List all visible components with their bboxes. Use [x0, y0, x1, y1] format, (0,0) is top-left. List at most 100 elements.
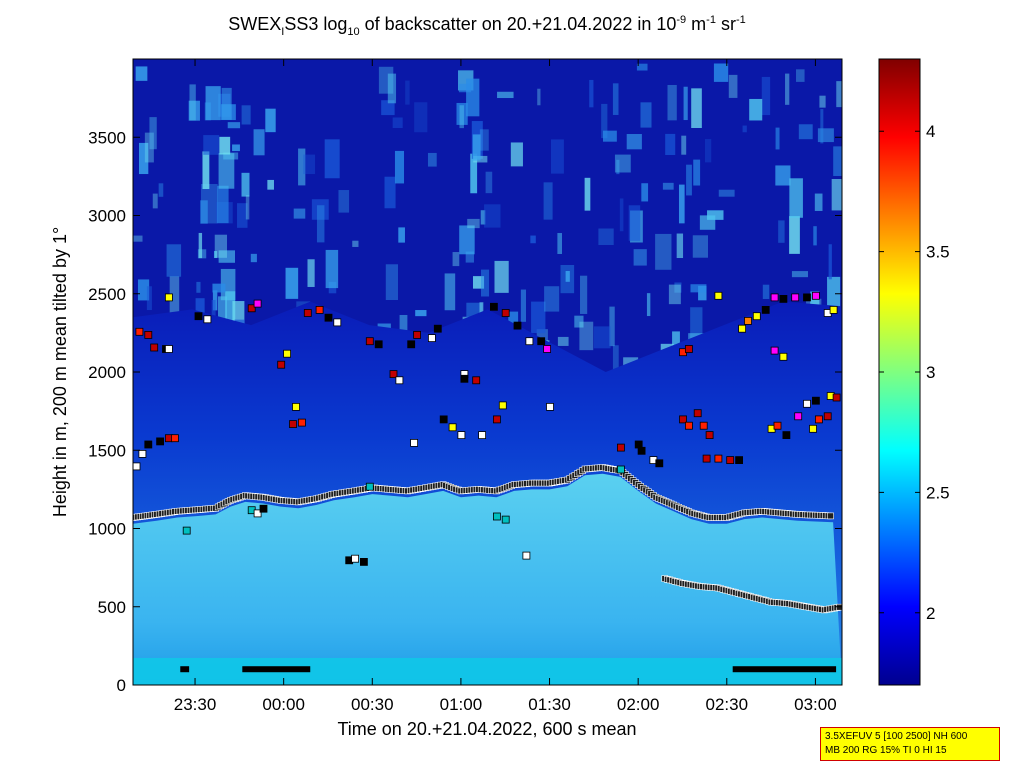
- surface-marker-bar: [242, 666, 311, 673]
- surface-markers: [180, 666, 837, 673]
- colorbar-ticks: 2 2.5 3 3.5 4: [879, 122, 950, 623]
- cloud-patch: [796, 69, 805, 82]
- cloud-patch: [221, 87, 232, 120]
- y-tick-label: 2500: [88, 285, 126, 304]
- cloud-patch: [543, 182, 553, 220]
- cloud-patch: [241, 172, 250, 197]
- cloud-patch: [646, 293, 651, 317]
- aerosol-layer-point: [315, 305, 324, 314]
- cloud-patch: [338, 190, 350, 213]
- cloud-patch: [214, 234, 228, 258]
- cloud-patch: [298, 148, 306, 186]
- cloud-patch: [749, 98, 763, 121]
- cloud-patch: [683, 86, 688, 121]
- cloud-patch: [399, 314, 408, 335]
- cloud-patch: [135, 66, 148, 81]
- aerosol-layer-point: [791, 293, 800, 302]
- heatmap-area: [133, 59, 842, 685]
- aerosol-layer-point: [359, 558, 368, 566]
- cloud-patch: [188, 100, 200, 121]
- x-tick-label: 02:00: [617, 695, 660, 714]
- cloud-patch: [394, 150, 405, 184]
- aerosol-layer-point: [501, 309, 510, 317]
- cloud-patch: [678, 184, 685, 224]
- cloud-patch: [789, 178, 803, 218]
- cloud-patch: [789, 216, 800, 254]
- cloud-patch: [458, 83, 472, 93]
- cloud-patch: [699, 215, 716, 230]
- cloud-patch: [485, 171, 493, 194]
- cloud-patch: [544, 286, 560, 312]
- cloud-patch: [311, 199, 329, 220]
- cloud-patch: [619, 198, 624, 232]
- aerosol-layer-point: [138, 449, 147, 458]
- cloud-patch: [641, 183, 649, 202]
- cloud-patch: [612, 345, 619, 370]
- x-tick-label: 00:30: [351, 695, 394, 714]
- cloud-patch: [237, 203, 248, 228]
- cloud-patch: [459, 105, 464, 129]
- cloud-patch: [484, 204, 501, 228]
- cloud-patch: [814, 193, 823, 211]
- cloud-patch: [324, 139, 340, 179]
- surface-marker-bar: [180, 666, 190, 673]
- cloud-patch: [253, 129, 265, 156]
- cloud-patch: [398, 227, 405, 243]
- cloud-patch: [219, 136, 231, 155]
- cloud-patch: [836, 81, 842, 108]
- cloud-patch: [579, 321, 594, 351]
- colorbar-tick-label: 3: [926, 363, 935, 382]
- cloud-patch: [387, 73, 397, 104]
- cloud-patch: [414, 102, 428, 133]
- aerosol-layer-point: [794, 412, 803, 421]
- cloud-patch: [775, 165, 791, 186]
- settings-line-1: 3.5XEFUV 5 [100 2500] NH 600: [825, 731, 968, 742]
- aerosol-layer-point: [537, 337, 546, 346]
- aerosol-layer-point: [714, 291, 723, 300]
- cloud-patch: [285, 267, 299, 299]
- aerosol-layer-point: [501, 515, 510, 524]
- cloud-patch: [557, 336, 569, 346]
- cloud-patch: [827, 276, 841, 314]
- cloud-patch: [202, 151, 210, 190]
- aerosol-layer-point: [823, 412, 832, 421]
- cloud-patch: [303, 154, 316, 175]
- y-tick-label: 0: [117, 676, 126, 695]
- title-part-d: m: [686, 14, 706, 34]
- aerosol-layer-point: [164, 293, 173, 302]
- colorbar-tick-label: 3.5: [926, 243, 950, 262]
- cloud-patch: [584, 177, 591, 211]
- aerosol-layer-point: [333, 318, 342, 327]
- cloud-patch: [676, 233, 684, 259]
- aerosol-layer-point: [253, 299, 262, 308]
- aerosol-layer-point: [182, 526, 191, 535]
- cloud-patch: [144, 132, 154, 163]
- aerosol-layer-point: [448, 423, 457, 432]
- cloud-patch: [241, 105, 251, 125]
- aerosol-layer-point: [156, 437, 165, 446]
- cloud-patch: [580, 275, 588, 314]
- aerosol-layer-point: [365, 337, 374, 346]
- aerosol-layer-point: [395, 376, 404, 385]
- cloud-patch: [133, 235, 143, 242]
- colorbar: [878, 58, 921, 686]
- cloud-patch: [819, 95, 826, 108]
- aerosol-layer-point: [170, 434, 179, 443]
- aerosol-layer-point: [253, 509, 262, 518]
- cloud-patch: [628, 205, 641, 241]
- cloud-patch: [508, 311, 519, 328]
- cloud-patch: [227, 122, 241, 129]
- x-tick-label: 03:00: [794, 695, 837, 714]
- aerosol-layer-point: [779, 352, 788, 361]
- aerosol-layer-point: [770, 346, 779, 355]
- aerosol-layer-point: [433, 324, 442, 333]
- cloud-patch: [405, 80, 410, 105]
- colorbar-tick-label: 2: [926, 604, 935, 623]
- aerosol-layer-point: [289, 420, 297, 429]
- aerosol-layer-point: [413, 330, 422, 339]
- cloud-patch: [267, 179, 274, 190]
- aerosol-layer-point: [324, 313, 333, 322]
- cloud-patch: [465, 251, 474, 263]
- aerosol-layer-point: [812, 291, 820, 300]
- aerosol-layer-point: [259, 504, 268, 513]
